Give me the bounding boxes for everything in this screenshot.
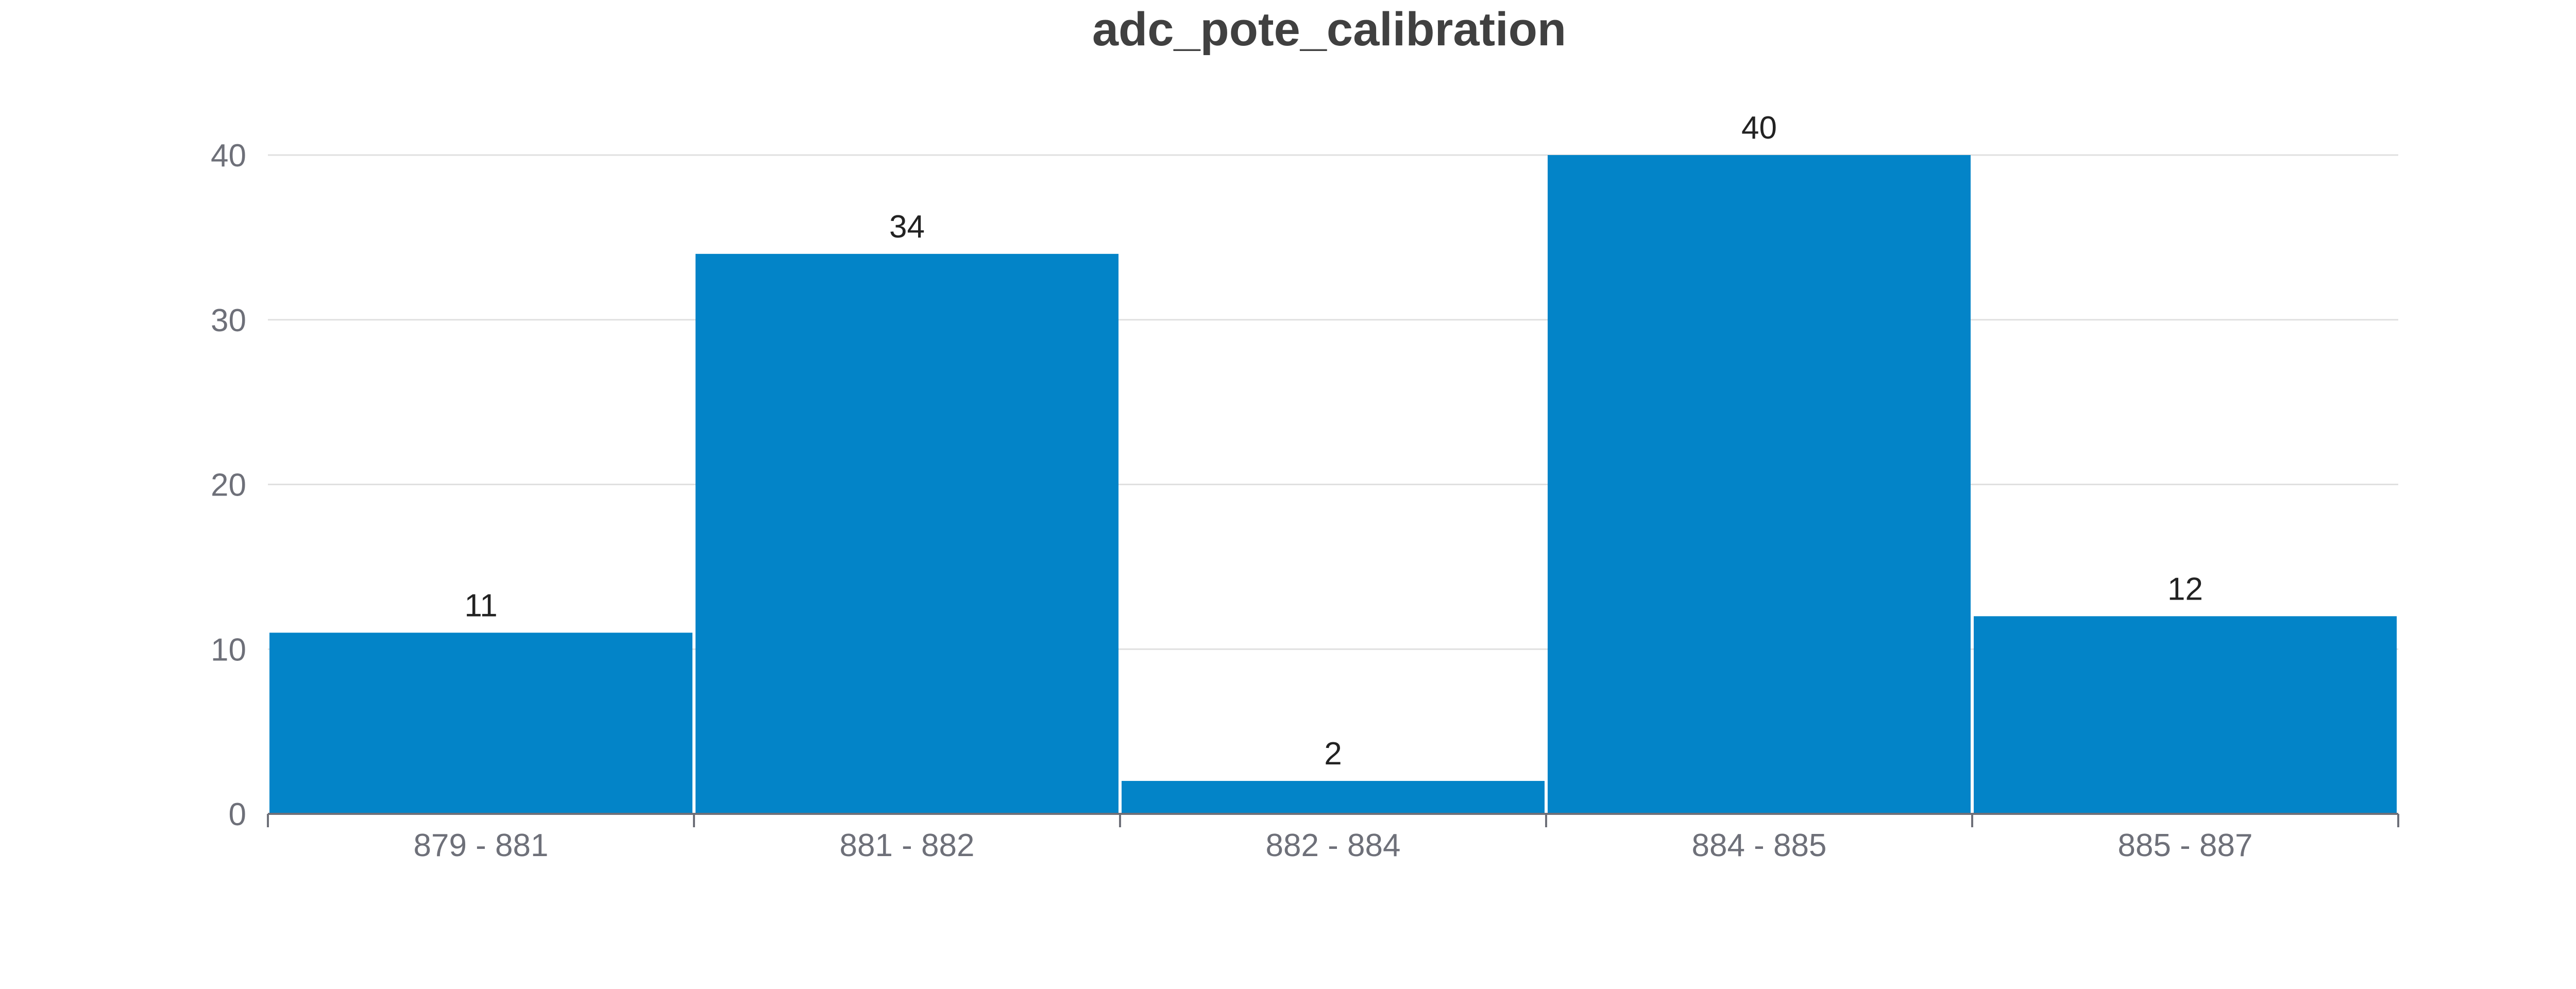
data-label: 34 xyxy=(889,209,925,245)
chart-title: adc_pote_calibration xyxy=(1092,3,1566,56)
bars xyxy=(269,155,2397,814)
x-tick-label: 882 - 884 xyxy=(1266,828,1401,863)
bar xyxy=(269,633,692,814)
data-label: 12 xyxy=(2167,571,2203,607)
y-axis-ticks: 0 10 20 30 40 xyxy=(211,138,246,832)
bar xyxy=(1974,616,2397,814)
x-tick-label: 879 - 881 xyxy=(414,828,549,863)
bar xyxy=(1548,155,1971,814)
data-labels: 11 34 2 40 12 xyxy=(464,110,2203,772)
x-tick-label: 885 - 887 xyxy=(2118,828,2253,863)
x-tick-label: 881 - 882 xyxy=(840,828,975,863)
x-axis: 879 - 881 881 - 882 882 - 884 884 - 885 885 … xyxy=(267,813,2399,863)
y-tick-label: 0 xyxy=(229,797,246,832)
y-tick-label: 30 xyxy=(211,303,246,338)
bar xyxy=(696,253,1118,814)
grid-lines xyxy=(268,154,2398,650)
y-tick-label: 20 xyxy=(211,468,246,503)
x-tick-label: 884 - 885 xyxy=(1692,828,1827,863)
data-label: 2 xyxy=(1324,736,1342,772)
bar xyxy=(1122,781,1545,814)
data-label: 40 xyxy=(1741,110,1777,146)
data-label: 11 xyxy=(464,588,497,623)
y-tick-label: 10 xyxy=(211,632,246,668)
y-tick-label: 40 xyxy=(211,138,246,174)
